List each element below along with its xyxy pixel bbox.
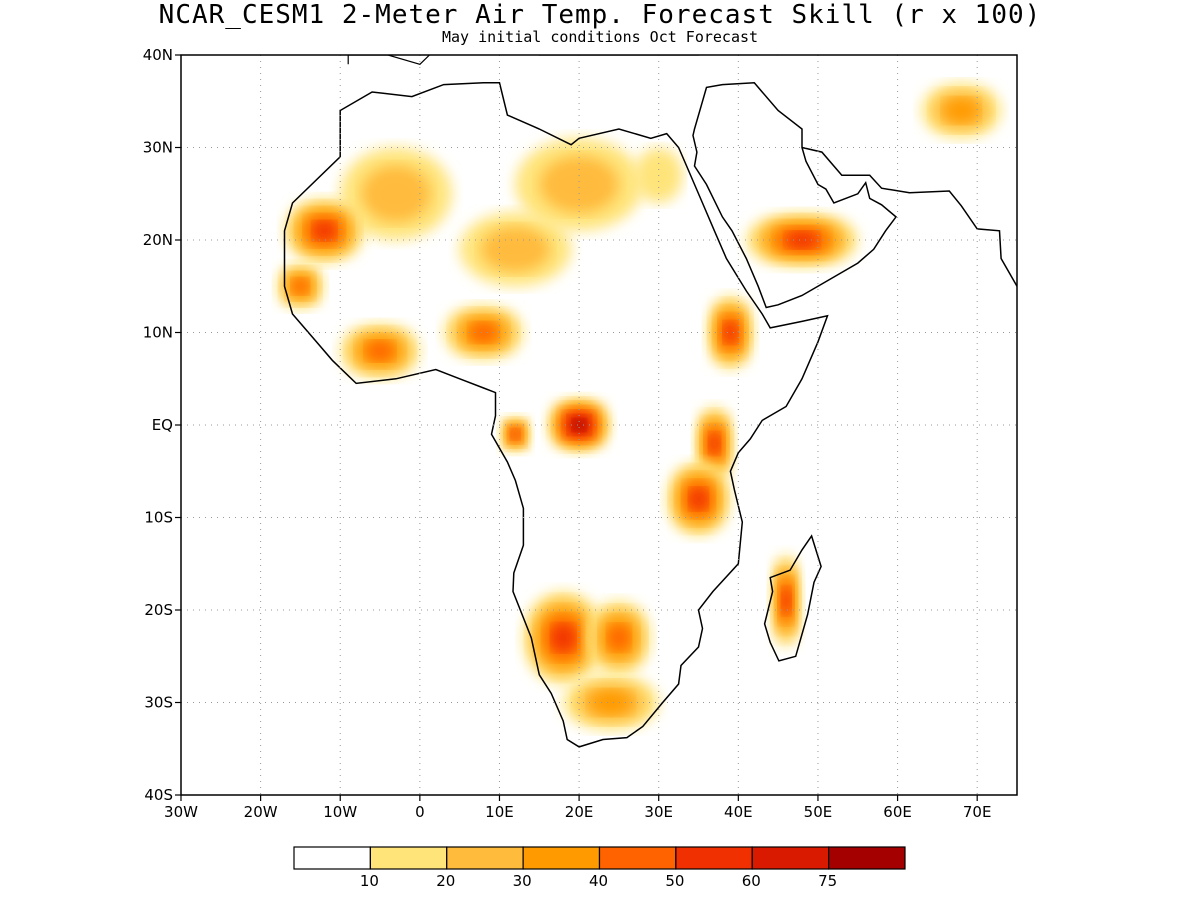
map-subtitle: May initial conditions Oct Forecast [441, 28, 759, 46]
lat-tick-label: 20N [143, 231, 173, 249]
skill-blob [366, 341, 394, 361]
skill-blob [312, 221, 336, 240]
skill-blob [786, 232, 818, 248]
colorbar-swatch [828, 846, 906, 870]
lon-tick-label: 60E [883, 803, 912, 821]
lon-tick-label: 20E [565, 803, 594, 821]
colorbar-label: 30 [513, 872, 532, 890]
lon-tick-label: 40E [724, 803, 753, 821]
lat-tick-label: 10N [143, 324, 173, 342]
skill-blob [723, 321, 738, 344]
colorbar-label: 40 [589, 872, 608, 890]
asia-coast [801, 146, 1017, 287]
gridlines [181, 55, 1017, 795]
lon-tick-label: 70E [963, 803, 992, 821]
madagascar-coast [763, 534, 822, 662]
skill-blob [469, 322, 498, 343]
colorbar-swatch [369, 846, 448, 870]
colorbar-swatch [598, 846, 677, 870]
colorbar-swatch [293, 846, 371, 870]
lat-tick-label: 10S [144, 509, 173, 527]
map-title: NCAR_CESM1 2-Meter Air Temp. Forecast Sk… [158, 0, 1042, 30]
colorbar-label: 75 [818, 872, 837, 890]
skill-blob [781, 587, 791, 614]
lat-tick-label: 30S [144, 694, 173, 712]
lat-tick-label: 40N [143, 46, 173, 64]
lon-tick-label: 30W [164, 803, 198, 821]
colorbar-label: 10 [360, 872, 379, 890]
africa-coast [283, 82, 829, 748]
skill-blob [607, 624, 630, 651]
skill-blob [539, 156, 619, 213]
skill-blob [589, 690, 633, 715]
colorbar-label: 50 [665, 872, 684, 890]
colorbar-label: 20 [436, 872, 455, 890]
coastlines [283, 55, 1017, 748]
lon-tick-label: 0 [415, 803, 425, 821]
lat-tick-label: EQ [152, 416, 173, 434]
colorbar-swatch [675, 846, 753, 870]
skill-blob [708, 432, 721, 455]
skill-blob [689, 488, 708, 510]
lon-tick-label: 50E [804, 803, 833, 821]
colorbar-swatch [751, 846, 830, 870]
skill-blob [361, 165, 431, 223]
colorbar-label: 60 [742, 872, 761, 890]
skill-blob [481, 226, 550, 273]
skill-blob [551, 624, 575, 651]
skill-blob [572, 419, 586, 431]
arabia-coast [692, 82, 898, 309]
colorbar: 10 20 30 40 50 60 75 [293, 846, 906, 890]
lon-tick-label: 10E [485, 803, 514, 821]
colorbar-swatch [522, 846, 601, 870]
skill-blob [943, 98, 979, 123]
europe-coast [347, 55, 779, 65]
skill-blob [510, 428, 520, 440]
lon-tick-label: 20W [244, 803, 278, 821]
skill-blob [292, 278, 309, 295]
colorbar-swatch [446, 846, 524, 870]
lat-tick-label: 40S [144, 786, 173, 804]
skill-shading [276, 82, 1002, 731]
lon-tick-label: 30E [644, 803, 673, 821]
lat-tick-label: 30N [143, 139, 173, 157]
lat-tick-label: 20S [144, 601, 173, 619]
lon-tick-label: 10W [323, 803, 357, 821]
